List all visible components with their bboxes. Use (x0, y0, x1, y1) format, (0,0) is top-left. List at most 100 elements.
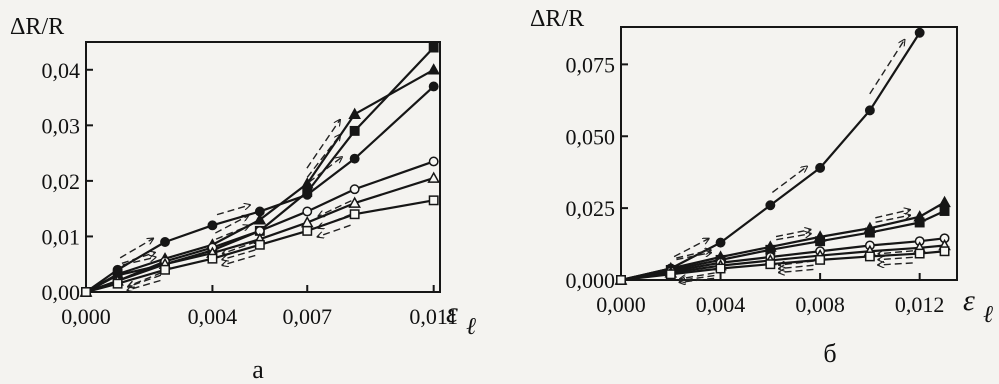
x-tick-label: 0,012 (895, 292, 945, 317)
data-point-open-circle (302, 206, 313, 217)
series-line-1 (85, 46, 435, 293)
data-point-open-square (715, 263, 726, 274)
data-point-open-square (428, 195, 439, 206)
data-point-filled-circle (160, 237, 170, 247)
direction-arrow (119, 238, 153, 259)
direction-arrow (878, 251, 914, 254)
direction-arrow (875, 215, 911, 223)
direction-arrow (878, 257, 913, 259)
data-point-open-triangle (348, 196, 361, 208)
series-line-5 (620, 244, 945, 282)
data-point-filled-circle (302, 189, 313, 200)
data-point-open-square (765, 259, 776, 270)
data-point-filled-circle (715, 237, 726, 248)
data-point-filled-triangle (300, 177, 314, 189)
direction-arrow (215, 225, 249, 240)
direction-arrow (776, 234, 811, 241)
data-point-filled-circle (815, 162, 826, 173)
data-point-filled-circle (765, 200, 776, 211)
x-tick-label: 0,004 (696, 292, 746, 317)
data-point-open-square (616, 275, 626, 285)
data-point-open-square (349, 209, 360, 220)
data-point-filled-circle (864, 105, 875, 116)
x-tick-label: 0,000 (596, 292, 646, 317)
direction-arrow (676, 250, 711, 259)
series-line-3 (85, 85, 435, 293)
data-point-filled-circle (349, 153, 360, 164)
data-point-open-square (815, 254, 826, 265)
direction-arrow (673, 239, 709, 258)
direction-arrow (771, 166, 807, 194)
direction-arrow (308, 157, 342, 183)
data-point-open-square (914, 248, 925, 259)
x-axis-title: ε (963, 284, 975, 317)
y-tick-label: 0,01 (42, 224, 81, 249)
direction-arrow (317, 224, 351, 237)
direction-arrow (775, 230, 811, 238)
data-point-filled-square (349, 125, 360, 136)
panel-label: а (252, 355, 264, 384)
data-point-open-square (864, 251, 875, 262)
chart-panel-b: 0,000 0,025 0,050 0,075 0,000 0,004 0,008 0,012… (530, 6, 993, 368)
data-point-filled-square (939, 206, 950, 216)
direction-arrow (215, 216, 248, 234)
data-point-open-square (302, 225, 313, 236)
series-line-5 (85, 177, 435, 294)
data-point-filled-triangle (253, 213, 267, 225)
panel-label: б (823, 339, 836, 368)
y-tick-label: 0,050 (566, 124, 616, 149)
data-point-open-square (81, 287, 91, 297)
direction-arrow (222, 249, 256, 260)
x-axis-title-subscript: ℓ (466, 314, 476, 340)
data-point-open-square (939, 246, 950, 257)
data-point-filled-square (428, 42, 439, 53)
y-tick-label: 0,075 (566, 52, 616, 77)
x-tick-label: 0,004 (188, 304, 238, 329)
y-tick-label: 0,02 (42, 169, 81, 194)
direction-arrow (306, 120, 340, 169)
direction-arrow (128, 274, 162, 287)
series-line-2 (85, 68, 435, 293)
direction-arrow (128, 272, 162, 287)
data-point-open-square (665, 269, 676, 280)
x-tick-label: 0,000 (61, 304, 111, 329)
y-tick-label: 0,025 (566, 196, 616, 221)
data-point-filled-triangle (348, 107, 361, 120)
direction-arrow (676, 253, 711, 261)
direction-arrow (223, 241, 256, 254)
direction-arrow (127, 279, 161, 290)
x-tick-label: 0,008 (795, 292, 845, 317)
y-tick-label: 0,000 (566, 268, 616, 293)
x-tick-label: 0,007 (283, 304, 333, 329)
direction-arrow (875, 210, 910, 219)
direction-arrow (779, 269, 814, 272)
x-tick-label: 0,011 (409, 304, 458, 329)
data-point-filled-circle (914, 27, 925, 38)
data-point-open-square (112, 278, 123, 289)
series-line-6 (85, 199, 434, 294)
data-point-filled-square (864, 227, 875, 238)
x-axis-title-subscript: ℓ (983, 302, 993, 328)
data-point-filled-circle (428, 81, 439, 92)
direction-arrow (680, 274, 715, 281)
series-line-3 (620, 210, 946, 282)
data-point-open-square (207, 253, 218, 264)
y-tick-label: 0,04 (42, 58, 81, 83)
plot-frame (620, 26, 958, 281)
plot-frame (85, 41, 441, 293)
direction-arrow (869, 40, 905, 95)
data-point-filled-triangle (938, 195, 951, 208)
data-point-filled-square (815, 236, 826, 247)
data-point-open-square (160, 264, 170, 275)
direction-arrow (679, 277, 715, 282)
direction-arrow (318, 200, 352, 217)
series-line-6 (620, 250, 945, 282)
data-point-open-circle (428, 156, 439, 167)
y-tick-label: 0,03 (42, 113, 81, 138)
y-tick-label: 0,00 (42, 280, 81, 305)
data-point-open-triangle (427, 171, 440, 183)
direction-arrow (878, 263, 913, 265)
x-axis-title: ε (446, 296, 458, 329)
data-point-filled-circle (112, 264, 123, 275)
